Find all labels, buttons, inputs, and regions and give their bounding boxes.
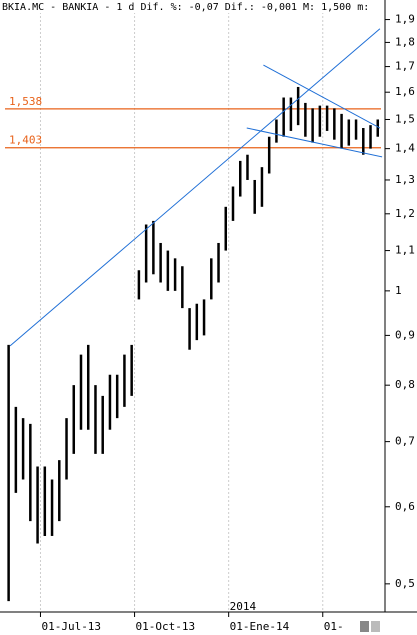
y-tick-label: 0,7 bbox=[395, 435, 415, 448]
x-tick-label: 01-Ene-14 bbox=[230, 620, 290, 633]
x-tick-label: 01-Jul-13 bbox=[41, 620, 101, 633]
x-tick-label: 01-Oct-13 bbox=[136, 620, 196, 633]
y-tick-label: 0,8 bbox=[395, 378, 415, 391]
y-tick-label: 1,2 bbox=[395, 207, 415, 220]
icon bbox=[371, 621, 380, 632]
y-tick-label: 1,1 bbox=[395, 244, 415, 257]
title-box bbox=[0, 0, 375, 13]
year-label: 2014 bbox=[230, 600, 257, 613]
trend-line bbox=[263, 64, 381, 129]
trend-line bbox=[9, 28, 381, 347]
level-label: 1,538 bbox=[9, 95, 42, 108]
y-tick-label: 1,8 bbox=[395, 35, 415, 48]
y-tick-label: 0,9 bbox=[395, 328, 415, 341]
y-tick-label: 1,6 bbox=[395, 85, 415, 98]
level-label: 1,403 bbox=[9, 134, 42, 147]
y-tick-label: 1,7 bbox=[395, 60, 415, 73]
y-tick-label: 0,6 bbox=[395, 500, 415, 513]
y-tick-label: 1,4 bbox=[395, 142, 415, 155]
chart-title: BKIA.MC - BANKIA - 1 d Dif. %: -0,07 Dif… bbox=[2, 2, 369, 13]
y-tick-label: 1,3 bbox=[395, 173, 415, 186]
y-tick-label: 1,5 bbox=[395, 112, 415, 125]
icon bbox=[360, 621, 369, 632]
x-tick-label: 01- bbox=[324, 620, 344, 633]
y-tick-label: 1 bbox=[395, 284, 402, 297]
trend-line bbox=[246, 127, 383, 158]
y-tick-label: 1,9 bbox=[395, 13, 415, 26]
y-tick-label: 0,5 bbox=[395, 577, 415, 590]
